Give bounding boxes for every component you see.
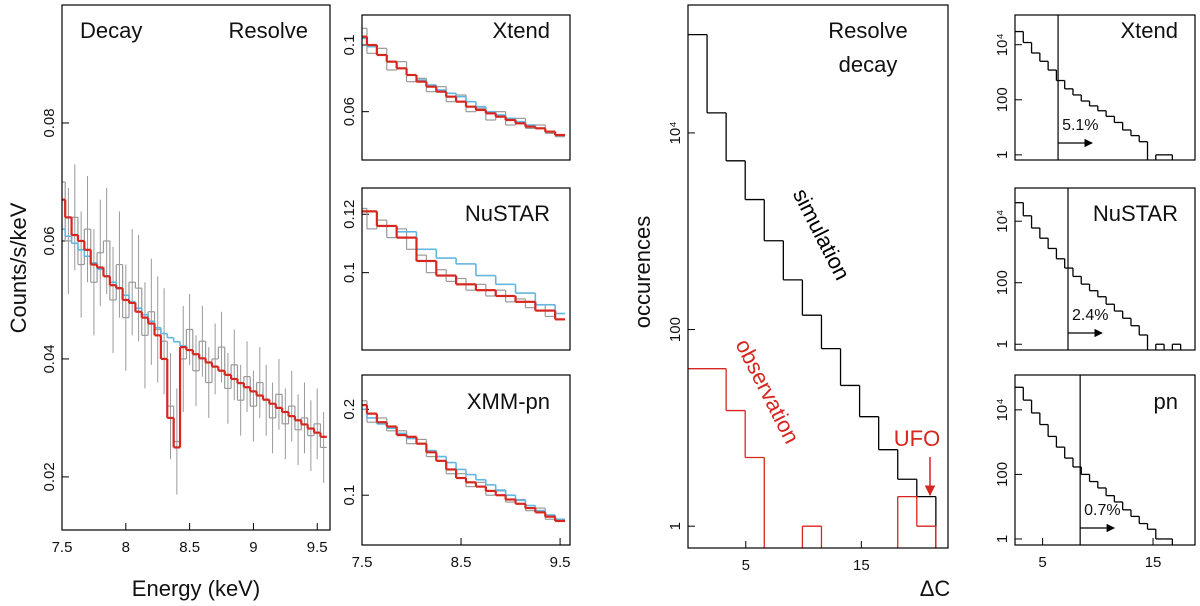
y-tick-label: 1: [994, 340, 1011, 348]
x-tick-label: 15: [853, 557, 870, 574]
plot-area: [688, 33, 937, 548]
x-tick-label: 7.5: [52, 539, 73, 556]
plot-area: [362, 400, 566, 523]
panel: 1 100 10⁴ 5 15 simulation observation: [667, 4, 949, 574]
panel: 1 100 10⁴ 5 15 0.7%: [994, 374, 1196, 571]
panel: 1 100 10⁴ 5.1%: [994, 14, 1196, 161]
x-tick-label: 5: [742, 557, 750, 574]
frame: [361, 187, 571, 351]
panel: 0.06 0.1: [341, 14, 571, 161]
y-tick-label: 10⁴: [994, 398, 1011, 421]
frame: [361, 374, 571, 546]
panel-title: NuSTAR: [465, 201, 550, 226]
y-axis-label: Counts/s/keV: [6, 202, 31, 333]
x-tick-label: 15: [1145, 554, 1162, 571]
x-axis-label: ΔC: [920, 576, 951, 601]
plot-area: [1015, 30, 1174, 160]
series-label: simulation: [788, 184, 855, 284]
y-tick-label: 100: [667, 317, 684, 342]
x-tick-label: 8.5: [451, 554, 472, 571]
y-tick-label: 1: [994, 535, 1011, 543]
x-tick-label: 8.5: [179, 539, 200, 556]
panel-title: pn: [1154, 389, 1178, 414]
frame: [1014, 187, 1196, 351]
panel: 1 100 10⁴ 2.4%: [994, 187, 1196, 351]
plot-area: [1015, 386, 1174, 545]
annotation: 2.4%: [1072, 307, 1108, 324]
y-tick-label: 1: [667, 522, 684, 530]
y-tick-label: 10⁴: [667, 121, 684, 144]
panel-label: Decay: [80, 18, 142, 43]
y-tick-label: 0.02: [41, 462, 58, 491]
x-axis-label: Energy (keV): [132, 576, 260, 601]
y-tick-label: 0.06: [41, 226, 58, 255]
panel-title: Xtend: [493, 18, 551, 43]
y-tick-label: 10⁴: [994, 210, 1011, 233]
x-tick-label: 9.5: [550, 554, 571, 571]
y-tick-label: 0.1: [341, 262, 358, 283]
y-axis-label: occurences: [630, 216, 655, 329]
y-tick-label: 100: [994, 270, 1011, 295]
y-tick-label: 0.06: [341, 97, 358, 126]
plot-area: [62, 128, 327, 495]
x-tick-label: 9: [249, 539, 257, 556]
y-tick-label: 0.1: [341, 35, 358, 56]
series-label: observation: [731, 335, 805, 448]
y-tick-label: 100: [994, 462, 1011, 487]
annotation: 5.1%: [1062, 117, 1098, 134]
frame: [1014, 374, 1196, 546]
y-tick-label: 100: [994, 87, 1011, 112]
panel-title: XMM-pn: [467, 389, 550, 414]
panel: 0.1 0.2 7.5 8.5 9.5: [341, 374, 571, 571]
y-tick-label: 0.12: [341, 200, 358, 229]
y-tick-label: 10⁴: [994, 33, 1011, 56]
y-tick-label: 0.04: [41, 344, 58, 373]
x-tick-label: 7.5: [352, 554, 373, 571]
plot-area: [1015, 202, 1182, 350]
plot-area: [362, 207, 566, 321]
panel-label: Resolve: [229, 18, 308, 43]
y-tick-label: 0.2: [341, 399, 358, 420]
annotation: 0.7%: [1084, 502, 1120, 519]
y-tick-label: 1: [994, 151, 1011, 159]
panel-title: Xtend: [1121, 18, 1179, 43]
panel-title: Resolve: [828, 18, 907, 43]
panel: 0.1 0.12: [341, 187, 571, 351]
plot-area: [362, 27, 566, 138]
y-tick-label: 0.08: [41, 108, 58, 137]
annotation: UFO: [894, 426, 940, 451]
frame: [61, 4, 331, 531]
panel: 0.02 0.04 0.06 0.08 7.5 8 8.5 9 9.5: [41, 4, 331, 556]
frame: [361, 14, 571, 161]
y-tick-label: 0.1: [341, 485, 358, 506]
x-tick-label: 5: [1038, 554, 1046, 571]
panel-title: NuSTAR: [1093, 201, 1178, 226]
x-tick-label: 8: [122, 539, 130, 556]
frame: [1014, 14, 1196, 161]
frame: [687, 4, 949, 549]
x-tick-label: 9.5: [307, 539, 328, 556]
panel-title: decay: [839, 52, 898, 77]
